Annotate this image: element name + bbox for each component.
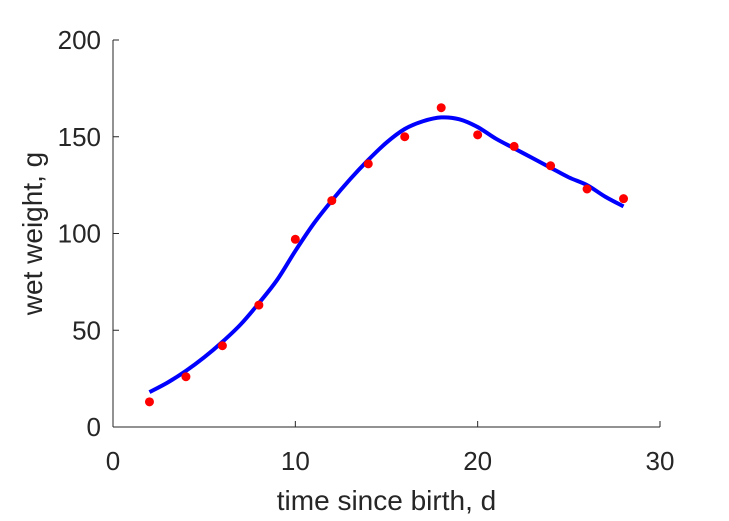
data-point	[290, 234, 300, 244]
x-tick-label: 10	[281, 446, 310, 476]
y-tick-label: 50	[72, 315, 101, 345]
data-point	[619, 194, 629, 204]
y-tick-label: 150	[58, 122, 101, 152]
y-axis-label: wet weight, g	[17, 152, 48, 316]
x-tick-label: 20	[463, 446, 492, 476]
data-point	[400, 132, 410, 142]
data-point	[327, 196, 337, 206]
axes	[112, 40, 660, 428]
y-tick-label: 200	[58, 25, 101, 55]
plot-area	[144, 103, 629, 407]
data-point	[509, 141, 519, 151]
x-tick-label: 0	[106, 446, 120, 476]
data-point	[181, 372, 191, 382]
x-tick-label: 30	[646, 446, 675, 476]
data-point	[436, 103, 446, 113]
ticks: 0 10 20 30 0 50 100 150 200	[58, 25, 675, 476]
fitted-curve	[148, 115, 625, 394]
data-point	[217, 341, 227, 351]
x-axis-label: time since birth, d	[277, 485, 496, 516]
data-point	[473, 130, 483, 140]
y-tick-label: 100	[58, 219, 101, 249]
data-point	[582, 184, 592, 194]
data-point	[144, 397, 154, 407]
y-tick-label: 0	[87, 412, 101, 442]
data-point	[254, 300, 264, 310]
data-point	[363, 159, 373, 169]
data-point	[546, 161, 556, 171]
